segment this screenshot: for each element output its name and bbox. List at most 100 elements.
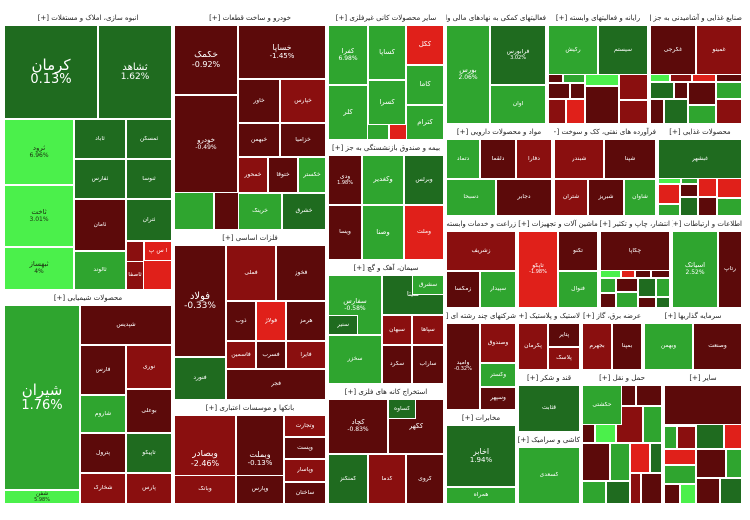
stock-tile[interactable]: وصندوق	[480, 323, 516, 363]
stock-tile[interactable]: هرمز	[286, 301, 326, 341]
minor-tile[interactable]	[688, 105, 716, 124]
stock-tile[interactable]: پترول	[80, 433, 126, 473]
stock-tile[interactable]: حکشتی	[582, 385, 622, 425]
minor-tile[interactable]	[570, 83, 585, 99]
stock-tile[interactable]: وپارس	[236, 475, 284, 504]
stock-tile[interactable]: شاروم	[80, 395, 126, 433]
stock-tile[interactable]: ساختان	[284, 482, 326, 504]
sector-header[interactable]: فلزات اساسی [+]	[174, 232, 326, 245]
stock-tile[interactable]: سکرد	[382, 345, 412, 384]
stock-tile[interactable]: ثامان	[74, 199, 126, 251]
sector-header[interactable]: زراعت و خدمات وابسته [+]	[446, 218, 516, 231]
minor-tile[interactable]	[674, 82, 688, 99]
stock-tile[interactable]: کاما	[406, 65, 444, 105]
stock-tile[interactable]: ثفارس	[74, 159, 126, 199]
minor-tile[interactable]	[716, 82, 742, 99]
stock-tile[interactable]: دسبحا	[446, 179, 496, 216]
stock-tile[interactable]: فسرب	[256, 341, 286, 369]
stock-tile[interactable]: خپارس	[280, 79, 326, 123]
minor-tile[interactable]	[726, 449, 742, 478]
minor-tile[interactable]	[606, 481, 630, 504]
stock-tile[interactable]: چکاپا	[600, 231, 670, 271]
minor-tile[interactable]	[680, 184, 698, 197]
minor-tile[interactable]	[582, 443, 610, 481]
stock-tile[interactable]: وبرلس	[404, 155, 444, 205]
minor-tile[interactable]	[664, 99, 688, 124]
stock-tile[interactable]: ثشاهد 1.62%	[98, 25, 172, 119]
minor-tile[interactable]	[636, 385, 662, 406]
sector-header[interactable]: سایر [+]	[664, 372, 742, 385]
stock-tile[interactable]: اخابر 1.94%	[446, 425, 516, 487]
stock-tile[interactable]: خاور	[238, 79, 280, 123]
stock-tile[interactable]: ثتران	[126, 199, 172, 241]
minor-tile[interactable]	[650, 99, 664, 124]
stock-tile[interactable]: وتجارت	[284, 415, 326, 437]
stock-tile[interactable]: وکغدیر	[362, 155, 404, 205]
minor-tile[interactable]	[616, 278, 638, 292]
stock-tile[interactable]: فنوال	[558, 271, 598, 308]
stock-tile[interactable]: وامید -0.32%	[446, 323, 480, 410]
stock-tile[interactable]: شتران	[554, 179, 588, 216]
sector-header[interactable]: سرمایه گذاریها [+]	[644, 310, 742, 323]
stock-tile[interactable]: خزامیا	[280, 123, 326, 157]
minor-tile[interactable]	[656, 297, 670, 308]
stock-tile[interactable]: وصنا	[362, 205, 404, 260]
sector-header[interactable]: شرکتهای چند رشته ای [+]	[446, 310, 516, 323]
minor-tile[interactable]	[680, 484, 696, 504]
stock-tile[interactable]: کسرا	[368, 80, 406, 125]
minor-tile[interactable]	[582, 481, 606, 504]
minor-tile[interactable]	[630, 473, 641, 504]
stock-tile[interactable]: شپدیس	[80, 305, 172, 345]
stock-tile[interactable]: سشرق	[412, 275, 444, 295]
stock-tile[interactable]: کترام	[406, 105, 444, 140]
stock-tile[interactable]: ثرود 6.96%	[4, 119, 74, 185]
stock-tile[interactable]: بوعلی	[126, 389, 172, 433]
minor-tile[interactable]	[664, 449, 696, 465]
minor-tile[interactable]	[600, 278, 616, 293]
stock-tile[interactable]: زمگسا	[446, 271, 480, 308]
stock-tile[interactable]: کساوه	[388, 399, 416, 419]
minor-tile[interactable]	[664, 426, 677, 449]
stock-tile[interactable]: ساراب	[412, 345, 444, 384]
stock-tile[interactable]: رتاپ	[718, 231, 742, 308]
stock-tile[interactable]: ثبهساز 4%	[4, 247, 74, 290]
stock-tile[interactable]: فنورد	[174, 357, 226, 400]
sector-header[interactable]: حمل و نقل [+]	[582, 372, 662, 385]
stock-tile[interactable]: فخوز	[276, 245, 326, 301]
stock-tile[interactable]: فاسمین	[226, 341, 256, 369]
stock-tile[interactable]: سنیر	[328, 315, 358, 335]
minor-tile[interactable]	[717, 198, 742, 216]
stock-tile[interactable]: بورس 2.06%	[446, 25, 490, 124]
sector-header[interactable]: محصولات شیمیایی [+]	[4, 292, 172, 305]
stock-tile[interactable]: زشریف	[446, 231, 516, 271]
sector-header[interactable]: بانکها و موسسات اعتباری [+]	[174, 402, 326, 415]
stock-tile[interactable]: دفارا	[516, 139, 552, 179]
sector-header[interactable]: صنایع غذایی و آشامیدنی به جز [+]	[650, 12, 742, 25]
stock-tile[interactable]: شپنا	[604, 139, 656, 179]
minor-tile[interactable]	[650, 443, 662, 473]
sector-header[interactable]: کاشی و سرامیک [+]	[518, 434, 580, 447]
stock-tile[interactable]: کساپا	[368, 25, 406, 80]
minor-tile[interactable]	[698, 197, 717, 216]
sector-header[interactable]: خودرو و ساخت قطعات [+]	[174, 12, 326, 25]
sector-header[interactable]: فرآورده های نفتی، کک و سوخت [+]	[554, 126, 656, 139]
stock-tile[interactable]: وملت	[404, 205, 444, 260]
stock-tile[interactable]: نوری	[126, 345, 172, 389]
stock-tile[interactable]: وسپهر	[480, 387, 516, 410]
minor-tile[interactable]	[677, 426, 696, 449]
stock-tile[interactable]: خساپا -1.45%	[238, 25, 326, 79]
stock-tile[interactable]: ودی 1.98%	[328, 155, 362, 205]
sector-header[interactable]: بیمه و صندوق بازنشستگی به جز [+]	[328, 142, 444, 155]
minor-tile[interactable]	[600, 293, 616, 308]
stock-tile[interactable]: کسعدی	[518, 447, 580, 504]
minor-tile[interactable]	[658, 184, 680, 204]
stock-tile[interactable]: کرمان 0.13%	[4, 25, 98, 119]
sector-header[interactable]: محصولات غذایی [+]	[658, 126, 742, 139]
minor-tile[interactable]	[610, 443, 630, 481]
stock-tile[interactable]: خودرو -0.49%	[174, 95, 238, 193]
sector-header[interactable]: عرضه برق، گاز [+]	[582, 310, 642, 323]
stock-tile[interactable]	[664, 385, 742, 425]
stock-tile[interactable]: پکرمان	[518, 323, 548, 370]
stock-tile[interactable]: وبانک	[174, 475, 236, 504]
sector-header[interactable]: استخراج کانه های فلزی [+]	[328, 386, 444, 399]
